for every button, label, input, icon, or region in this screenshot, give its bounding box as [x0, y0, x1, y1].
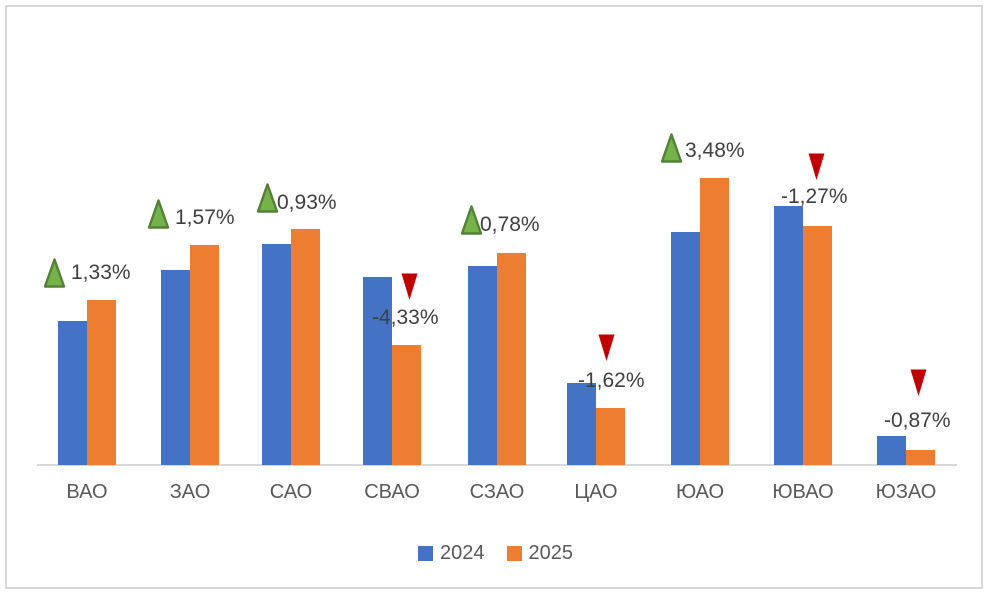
annotation-label-СВАО: -4,33% [372, 306, 439, 329]
annotation-label-САО: 0,93% [277, 191, 337, 214]
bar-2025-СЗАО [497, 253, 526, 465]
annotation-label-ВАО: 1,33% [71, 261, 131, 284]
x-axis-line [37, 464, 957, 466]
category-label-САО: САО [269, 481, 313, 503]
annotation-label-ЦАО: -1,62% [578, 369, 645, 392]
bar-2024-ЮЗАО [877, 436, 906, 465]
bar-2024-ЮАО [671, 232, 700, 465]
up-triangle-icon-ЮАО [660, 132, 683, 169]
bar-2024-ЦАО [567, 383, 596, 465]
up-triangle-icon-ЗАО [147, 198, 170, 235]
category-label-ВАО: ВАО [66, 481, 108, 503]
bar-2025-ЮЗАО [906, 450, 935, 465]
legend-label-2025: 2025 [528, 542, 574, 564]
bar-2024-ЗАО [161, 270, 190, 465]
bar-2024-СЗАО [468, 266, 497, 465]
legend-item-2024: 2024 [418, 542, 485, 565]
category-label-СЗАО: СЗАО [469, 481, 525, 503]
category-label-ЗАО: ЗАО [169, 481, 211, 503]
bar-2024-ЮВАО [774, 206, 803, 465]
bar-2025-САО [291, 229, 320, 465]
bar-2025-ЦАО [596, 408, 625, 465]
up-triangle-icon-САО [256, 182, 279, 219]
bar-2025-ЮВАО [803, 226, 832, 465]
category-label-СВАО: СВАО [364, 481, 420, 503]
legend-label-2024: 2024 [440, 542, 485, 564]
annotation-label-ЮВАО: -1,27% [781, 185, 848, 208]
bar-2025-СВАО [392, 345, 421, 465]
up-triangle-icon-СЗАО [460, 204, 483, 241]
annotation-label-ЮЗАО: -0,87% [884, 409, 951, 432]
bar-2025-ЮАО [700, 178, 729, 465]
down-triangle-icon-СВАО [400, 272, 419, 307]
category-label-ЮАО: ЮАО [676, 481, 724, 503]
down-triangle-icon-ЮВАО [807, 152, 826, 187]
bar-2024-СВАО [363, 277, 392, 465]
category-label-ЮЗАО: ЮЗАО [875, 481, 937, 503]
legend: 2024 2025 [0, 542, 991, 565]
annotation-label-ЮАО: 3,48% [685, 139, 745, 162]
bar-2024-САО [262, 244, 291, 465]
legend-item-2025: 2025 [506, 542, 574, 565]
category-label-ЦАО: ЦАО [574, 481, 618, 503]
up-triangle-icon-ВАО [43, 257, 66, 294]
down-triangle-icon-ЮЗАО [909, 368, 928, 403]
legend-swatch-2025 [506, 546, 522, 561]
bar-2024-ВАО [58, 321, 87, 465]
down-triangle-icon-ЦАО [597, 333, 616, 368]
category-label-ЮВАО: ЮВАО [772, 481, 834, 503]
bar-2025-ЗАО [190, 245, 219, 465]
annotation-label-ЗАО: 1,57% [175, 206, 235, 229]
annotation-label-СЗАО: 0,78% [480, 213, 540, 236]
legend-swatch-2024 [418, 546, 433, 561]
bar-2025-ВАО [87, 300, 116, 465]
